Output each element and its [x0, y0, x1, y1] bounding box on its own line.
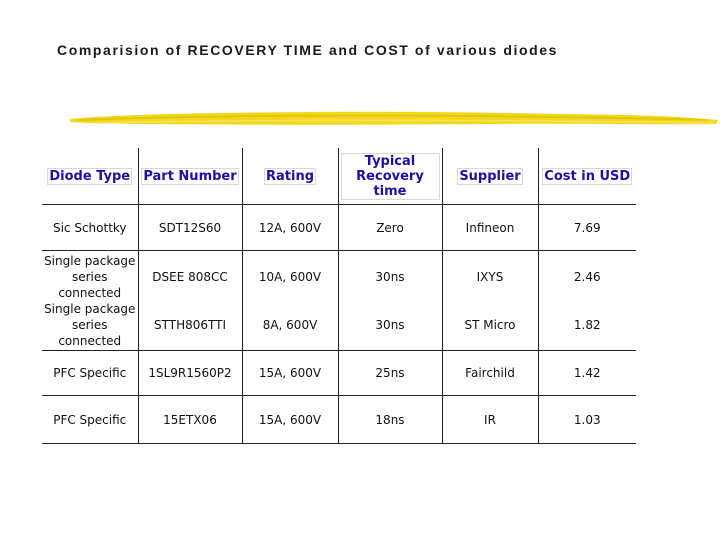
- cell-recovery-time: Zero: [337, 204, 442, 251]
- cell-rating: 15A, 600V: [241, 395, 338, 444]
- cell-diode-type: PFC Specific: [53, 412, 127, 427]
- table-row: PFC Specific 15ETX06 15A, 600V 18ns IR 1…: [42, 395, 636, 444]
- cell-rating: 15A, 600V: [241, 350, 338, 396]
- cell-part-number: SDT12S60: [137, 204, 242, 251]
- cell-diode-type: Single package series connected Single p…: [44, 253, 136, 348]
- header-rating: Rating: [241, 148, 338, 205]
- cell-supplier: Fairchild: [441, 350, 538, 396]
- header-supplier: Supplier: [441, 148, 538, 205]
- cell-recovery-time: 30ns 30ns: [337, 250, 442, 351]
- cell-cost: 7.69: [537, 204, 636, 251]
- cell-rating: 12A, 600V: [241, 204, 338, 251]
- cell-supplier: IXYS ST Micro: [441, 250, 538, 351]
- cell-supplier: Infineon: [441, 204, 538, 251]
- cell-supplier: IR: [441, 395, 538, 444]
- cell-cost: 1.42: [537, 350, 636, 396]
- cell-recovery-time: 25ns: [337, 350, 442, 396]
- cell-recovery-time: 18ns: [337, 395, 442, 444]
- header-diode-type: Diode Type: [47, 167, 133, 185]
- header-recovery-time: Typical Recovery time: [337, 148, 442, 205]
- cell-part-number: 15ETX06: [137, 395, 242, 444]
- table-row: PFC Specific 1SL9R1560P2 15A, 600V 25ns …: [42, 350, 636, 396]
- slide-title: Comparision of RECOVERY TIME and COST of…: [57, 42, 559, 58]
- table-row: Single package series connected Single p…: [42, 250, 636, 351]
- cell-part-number: 1SL9R1560P2: [137, 350, 242, 396]
- cell-part-number: DSEE 808CC STTH806TTI: [137, 250, 242, 351]
- cell-diode-type: Sic Schottky: [52, 220, 127, 235]
- cell-diode-type: PFC Specific: [53, 366, 127, 380]
- header-row: Diode Type Part Number Rating Typical Re…: [42, 148, 636, 205]
- header-part-number: Part Number: [137, 148, 242, 205]
- table-row: Sic Schottky SDT12S60 12A, 600V Zero Inf…: [42, 204, 636, 251]
- header-cost: Cost in USD: [537, 148, 636, 205]
- cell-cost: 2.46 1.82: [537, 250, 636, 351]
- cell-cost: 1.03: [537, 395, 636, 444]
- cell-rating: 10A, 600V 8A, 600V: [241, 250, 338, 351]
- diode-comparison-table: Diode Type Part Number Rating Typical Re…: [42, 148, 636, 444]
- brush-stroke-divider: [70, 111, 718, 125]
